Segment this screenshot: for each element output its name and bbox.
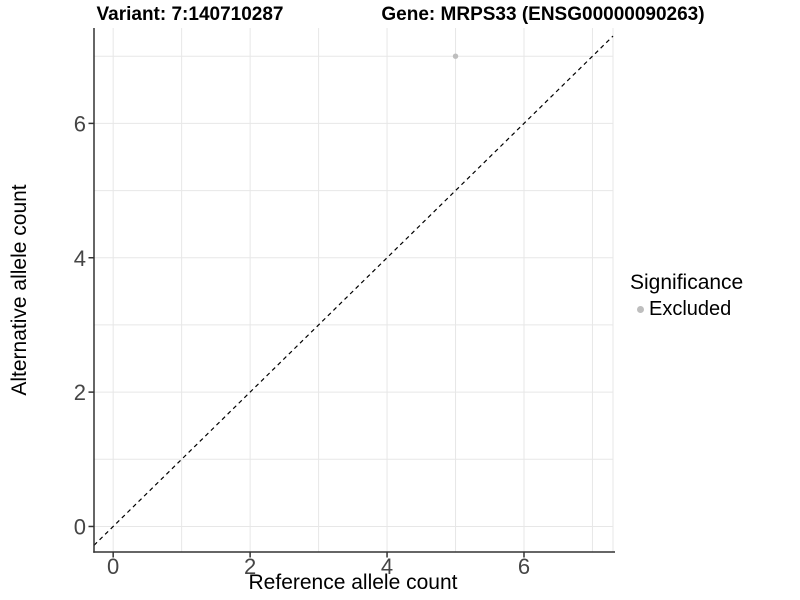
y-tick-label: 6 (74, 111, 86, 136)
data-point (452, 53, 459, 59)
legend-item: Excluded (630, 298, 743, 321)
plot-title-gene: Gene: MRPS33 (ENSG00000090263) (381, 4, 705, 25)
plot-title-variant: Variant: 7:140710287 (96, 4, 284, 25)
x-tick-label: 4 (381, 554, 393, 579)
legend-key-point-icon (637, 306, 644, 313)
y-tick-label: 0 (74, 514, 86, 539)
identity-reference-line (93, 35, 614, 546)
y-tick-label: 4 (74, 246, 86, 271)
x-tick-label: 6 (518, 554, 530, 579)
y-axis-title: Alternative allele count (8, 184, 31, 396)
x-axis-title: Reference allele count (248, 571, 458, 594)
x-tick-label: 0 (107, 554, 119, 579)
legend-title: Significance (630, 271, 744, 294)
y-tick-label: 2 (74, 380, 86, 405)
x-tick-label: 2 (244, 554, 256, 579)
legend-item-label: Excluded (649, 298, 732, 320)
legend: Significance Excluded (630, 271, 743, 321)
